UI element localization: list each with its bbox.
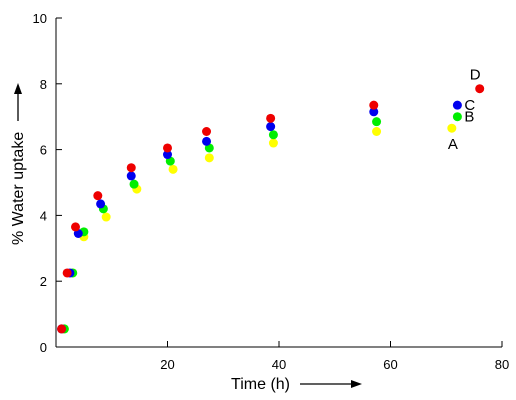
y-tick-label: 10	[33, 11, 47, 26]
data-point	[369, 100, 379, 110]
data-point	[372, 127, 382, 137]
data-point	[71, 222, 81, 232]
y-axis-title-arrow-head	[14, 83, 22, 94]
data-point	[452, 112, 462, 122]
data-point	[369, 107, 379, 117]
data-point	[129, 179, 139, 189]
y-axis-title: % Water uptake	[10, 132, 27, 245]
data-point	[452, 100, 462, 110]
x-tick-label: 20	[160, 357, 174, 372]
y-tick-label: 0	[40, 340, 47, 355]
tick-labels: 0 2 4 6 8 10 20 40 60 80	[33, 11, 510, 372]
data-point	[202, 127, 212, 137]
x-axis-title-arrow-head	[351, 380, 362, 388]
data-point	[268, 130, 278, 140]
data-point	[204, 153, 214, 163]
data-point	[93, 191, 103, 201]
series-B	[59, 112, 462, 334]
y-tick-label: 4	[40, 208, 47, 223]
y-tick-label: 2	[40, 274, 47, 289]
data-point	[168, 164, 178, 174]
x-tick-label: 40	[272, 357, 286, 372]
data-point	[96, 199, 106, 209]
data-point	[126, 171, 136, 181]
data-points	[57, 84, 485, 334]
y-axis-title-group: % Water uptake	[10, 83, 27, 245]
x-tick-label: 80	[495, 357, 509, 372]
data-point	[101, 212, 111, 222]
series-label: B	[464, 109, 474, 126]
data-point	[268, 138, 278, 148]
data-point	[475, 84, 485, 94]
axes	[55, 18, 502, 348]
data-point	[372, 117, 382, 127]
data-point	[163, 150, 172, 160]
series-label: A	[448, 136, 458, 153]
x-axis-title: Time (h)	[231, 376, 290, 393]
series-label: C	[464, 97, 475, 114]
series-A	[59, 123, 457, 334]
data-point	[266, 113, 276, 123]
ticks	[56, 17, 503, 348]
data-point	[266, 122, 276, 132]
data-point	[163, 143, 172, 153]
data-point	[202, 136, 212, 146]
y-tick-label: 8	[40, 77, 47, 92]
data-point	[57, 324, 67, 334]
x-tick-label: 60	[383, 357, 397, 372]
data-point	[447, 123, 457, 133]
data-point	[62, 268, 72, 278]
y-tick-label: 6	[40, 143, 47, 158]
series-D	[57, 84, 485, 334]
series-label: D	[470, 67, 481, 84]
x-axis-title-group: Time (h)	[231, 376, 362, 393]
data-point	[126, 163, 136, 173]
series-C	[57, 100, 462, 334]
